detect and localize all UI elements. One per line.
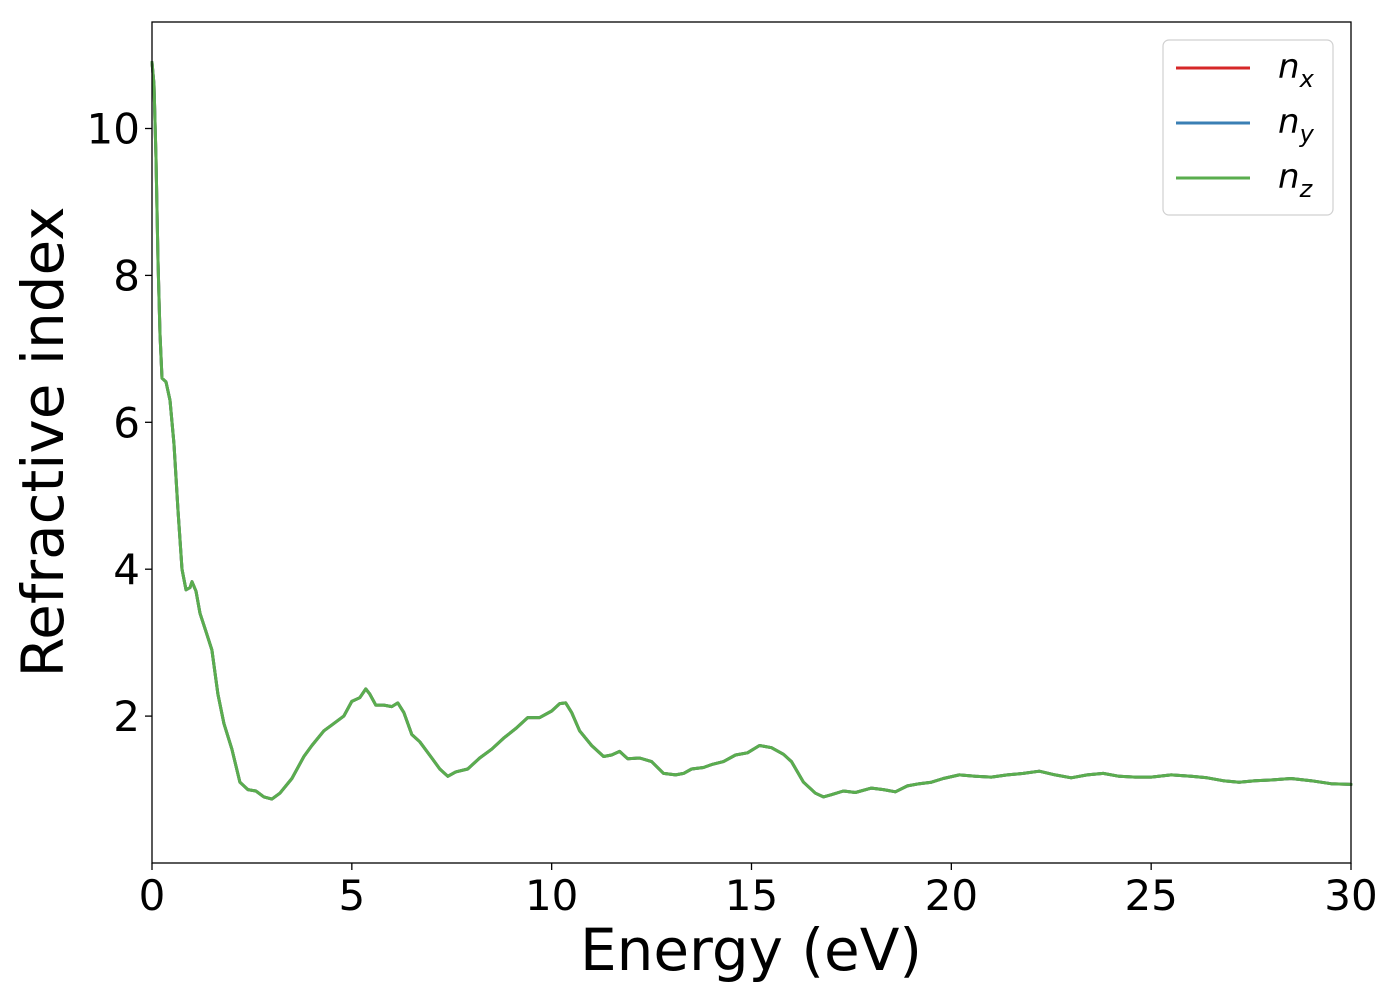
legend-label-z: nz [1278,157,1314,203]
x-tick-label: 0 [139,871,166,920]
y-axis-ticks: 2 4 6 8 10 [87,105,152,741]
legend-label-y: ny [1278,102,1315,148]
y-tick-label: 8 [113,251,140,300]
x-tick-label: 30 [1324,871,1377,920]
legend-box [1162,39,1334,216]
x-tick-label: 5 [338,871,365,920]
x-tick-label: 20 [925,871,978,920]
series-layer [150,60,1353,801]
y-tick-label: 6 [113,398,140,447]
x-axis-title: Energy (eV) [580,916,922,984]
y-tick-label: 2 [113,692,140,741]
x-axis-ticks: 0 5 10 15 20 25 30 [139,863,1378,920]
y-axis-title: Refractive index [9,206,77,677]
x-tick-label: 25 [1124,871,1177,920]
x-tick-label: 10 [525,871,578,920]
x-tick-label: 15 [725,871,778,920]
y-tick-label: 10 [87,105,140,154]
legend-label-x: nx [1278,47,1315,93]
legend: nx ny nz [1162,39,1334,216]
y-tick-label: 4 [113,545,140,594]
series-line-z [150,60,1353,801]
